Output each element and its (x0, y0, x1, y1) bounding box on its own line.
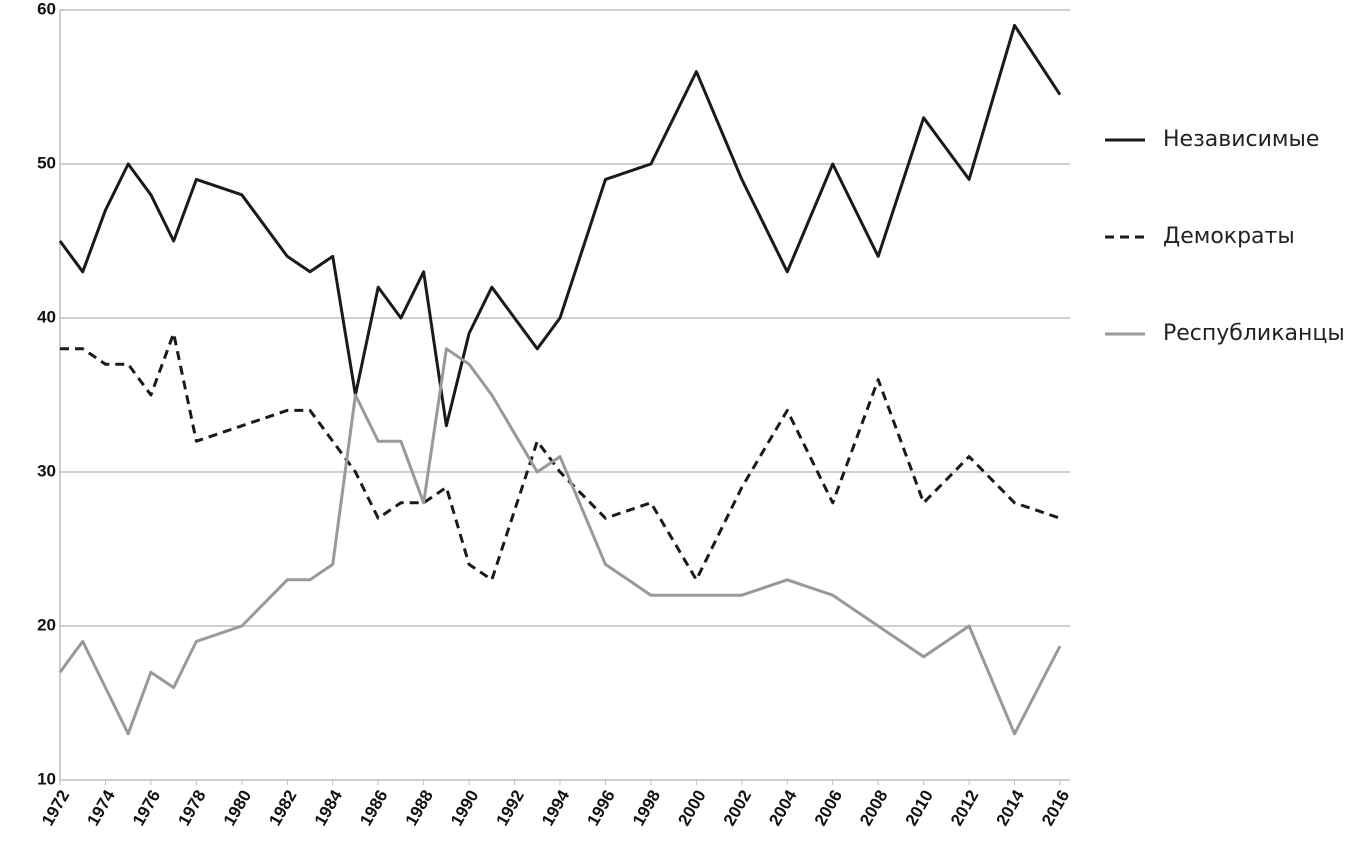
y-tick-label: 20 (37, 615, 56, 634)
x-tick-label: 2000 (674, 787, 709, 829)
x-tick-label: 1998 (629, 787, 664, 829)
x-tick-label: 2004 (765, 786, 801, 829)
y-tick-label: 30 (37, 461, 56, 480)
x-tick-label: 1972 (38, 787, 73, 829)
x-tick-label: 1974 (83, 786, 119, 829)
legend-label: Республиканцы (1163, 321, 1345, 346)
x-tick-label: 2016 (1038, 787, 1073, 829)
x-tick-label: 1982 (265, 787, 300, 829)
x-tick-label: 1988 (402, 787, 437, 829)
x-tick-label: 1976 (129, 787, 164, 829)
x-tick-label: 2006 (811, 787, 846, 829)
series-line (60, 331, 1061, 582)
x-tick-label: 1986 (356, 787, 391, 829)
y-tick-label: 40 (37, 307, 56, 326)
y-tick-label: 60 (37, 0, 56, 18)
x-tick-label: 1996 (583, 787, 618, 829)
series-line (58, 347, 1062, 736)
y-tick-label: 10 (37, 769, 56, 788)
x-tick-label: 2012 (947, 787, 982, 829)
x-tick-label: 1978 (174, 787, 209, 829)
x-tick-label: 1992 (493, 787, 528, 829)
x-tick-label: 2002 (720, 787, 755, 829)
legend-label: Демократы (1163, 224, 1295, 249)
x-tick-label: 2008 (856, 787, 891, 829)
legend-label: Независимые (1163, 127, 1319, 152)
x-tick-label: 2010 (902, 787, 937, 829)
x-tick-label: 1994 (538, 786, 574, 829)
x-tick-label: 1980 (220, 787, 255, 829)
x-tick-label: 2014 (993, 786, 1029, 829)
x-tick-label: 1990 (447, 787, 482, 829)
y-tick-label: 50 (37, 153, 56, 172)
series-line (58, 23, 1062, 428)
x-tick-label: 1984 (311, 786, 347, 829)
